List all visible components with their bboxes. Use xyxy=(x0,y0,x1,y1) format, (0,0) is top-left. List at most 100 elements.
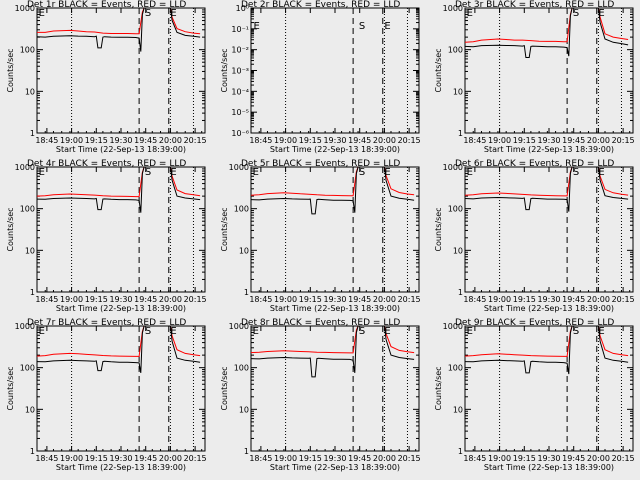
panel-title: Det 7r BLACK = Events, RED = LLD xyxy=(27,318,186,328)
x-tick-label: 19:30 xyxy=(323,454,346,463)
x-tick-label: 19:45 xyxy=(348,454,371,463)
y-axis-label: Counts/sec xyxy=(220,48,229,92)
events-series-line xyxy=(36,325,201,373)
x-tick-label: 19:00 xyxy=(274,454,297,463)
time-marker-label: S xyxy=(573,326,579,337)
time-marker-label: E xyxy=(39,8,45,19)
detector-panel-1: Det 1r BLACK = Events, RED = LLD Counts/s… xyxy=(6,0,207,154)
x-tick-label: 19:00 xyxy=(488,136,511,145)
x-tick-label: 19:45 xyxy=(562,136,585,145)
events-series-line xyxy=(250,166,415,215)
x-axis-label: Start Time (22-Sep-13 18:39:00) xyxy=(270,463,400,472)
y-axis-label: Counts/sec xyxy=(220,207,229,251)
x-tick-label: 20:15 xyxy=(612,295,635,304)
x-tick-label: 19:45 xyxy=(348,136,371,145)
time-marker-label: E xyxy=(467,167,473,178)
x-tick-label: 19:15 xyxy=(513,454,536,463)
y-tick-label: 1 xyxy=(30,288,35,297)
x-tick-label: 19:45 xyxy=(134,454,157,463)
x-tick-label: 19:15 xyxy=(513,136,536,145)
time-marker-label: E xyxy=(384,167,390,178)
time-marker-label: S xyxy=(359,167,365,178)
detector-panel-6: Det 6r BLACK = Events, RED = LLD Counts/s… xyxy=(434,159,635,313)
y-tick-label: 10⁻² xyxy=(231,46,249,55)
time-marker-label: E xyxy=(39,167,45,178)
x-tick-label: 19:00 xyxy=(60,454,83,463)
panel-title: Det 2r BLACK = Events, RED = LLD xyxy=(241,0,400,10)
detector-panel-2: Det 2r BLACK = Events, RED = LLD Counts/s… xyxy=(220,0,421,154)
x-axis-label: Start Time (22-Sep-13 18:39:00) xyxy=(56,145,186,154)
x-tick-label: 19:30 xyxy=(109,136,132,145)
x-tick-label: 19:30 xyxy=(537,136,560,145)
y-axis-label: Counts/sec xyxy=(434,366,443,410)
panel-title: Det 8r BLACK = Events, RED = LLD xyxy=(241,318,400,328)
x-tick-label: 18:45 xyxy=(463,454,486,463)
x-tick-label: 20:00 xyxy=(587,295,610,304)
events-series-line xyxy=(36,7,201,52)
y-tick-label: 10⁻³ xyxy=(231,67,249,76)
x-tick-label: 20:15 xyxy=(184,136,207,145)
x-tick-label: 20:00 xyxy=(159,295,182,304)
y-tick-label: 10⁰ xyxy=(236,4,249,13)
x-tick-label: 19:15 xyxy=(85,136,108,145)
y-tick-label: 1000 xyxy=(443,4,463,13)
x-axis-label: Start Time (22-Sep-13 18:39:00) xyxy=(56,304,186,313)
x-tick-label: 18:45 xyxy=(35,454,58,463)
y-tick-label: 10⁻¹ xyxy=(231,25,249,34)
y-tick-label: 100 xyxy=(448,364,463,373)
x-axis-label: Start Time (22-Sep-13 18:39:00) xyxy=(484,463,614,472)
x-tick-label: 20:15 xyxy=(612,136,635,145)
y-tick-label: 10⁻⁶ xyxy=(231,129,249,138)
x-tick-label: 19:15 xyxy=(85,295,108,304)
x-tick-label: 20:00 xyxy=(159,454,182,463)
y-tick-label: 10 xyxy=(453,405,463,414)
x-tick-label: 19:00 xyxy=(274,136,297,145)
y-axis-label: Counts/sec xyxy=(6,366,15,410)
x-tick-label: 19:15 xyxy=(299,454,322,463)
x-tick-label: 20:00 xyxy=(587,454,610,463)
y-tick-label: 10 xyxy=(25,246,35,255)
lld-series-line xyxy=(464,325,629,357)
x-tick-label: 19:45 xyxy=(134,136,157,145)
time-marker-label: S xyxy=(573,167,579,178)
x-tick-label: 20:00 xyxy=(159,136,182,145)
time-marker-label: S xyxy=(359,21,365,32)
lld-series-line xyxy=(250,325,415,354)
lld-series-line xyxy=(250,166,415,197)
x-tick-label: 19:30 xyxy=(537,454,560,463)
time-marker-label: S xyxy=(145,8,151,19)
x-axis-label: Start Time (22-Sep-13 18:39:00) xyxy=(270,145,400,154)
events-series-line xyxy=(250,325,415,378)
panel-title: Det 9r BLACK = Events, RED = LLD xyxy=(455,318,614,328)
x-tick-label: 19:15 xyxy=(85,454,108,463)
lld-series-line xyxy=(464,166,629,197)
y-tick-label: 100 xyxy=(20,205,35,214)
panel-title: Det 5r BLACK = Events, RED = LLD xyxy=(241,159,400,169)
y-tick-label: 10 xyxy=(239,405,249,414)
x-tick-label: 19:45 xyxy=(134,295,157,304)
detector-panel-9: Det 9r BLACK = Events, RED = LLD Counts/s… xyxy=(434,318,635,472)
time-marker-label: E xyxy=(467,8,473,19)
y-tick-label: 10 xyxy=(453,87,463,96)
time-marker-label: E xyxy=(253,21,259,32)
x-tick-label: 19:30 xyxy=(109,295,132,304)
y-tick-label: 100 xyxy=(448,46,463,55)
lld-series-line xyxy=(36,325,201,357)
y-axis-label: Counts/sec xyxy=(434,48,443,92)
panel-title: Det 6r BLACK = Events, RED = LLD xyxy=(455,159,614,169)
x-tick-label: 18:45 xyxy=(249,454,272,463)
x-tick-label: 18:45 xyxy=(463,136,486,145)
x-tick-label: 20:00 xyxy=(373,454,396,463)
y-tick-label: 1000 xyxy=(229,322,249,331)
lld-series-line xyxy=(37,7,201,35)
x-tick-label: 19:00 xyxy=(488,454,511,463)
x-tick-label: 19:15 xyxy=(513,295,536,304)
time-marker-label: S xyxy=(145,167,151,178)
x-tick-label: 19:15 xyxy=(299,295,322,304)
y-tick-label: 1000 xyxy=(15,163,35,172)
x-axis-label: Start Time (22-Sep-13 18:39:00) xyxy=(56,463,186,472)
y-tick-label: 1 xyxy=(458,129,463,138)
x-tick-label: 19:00 xyxy=(60,136,83,145)
time-marker-label: E xyxy=(39,326,45,337)
x-tick-label: 19:45 xyxy=(348,295,371,304)
